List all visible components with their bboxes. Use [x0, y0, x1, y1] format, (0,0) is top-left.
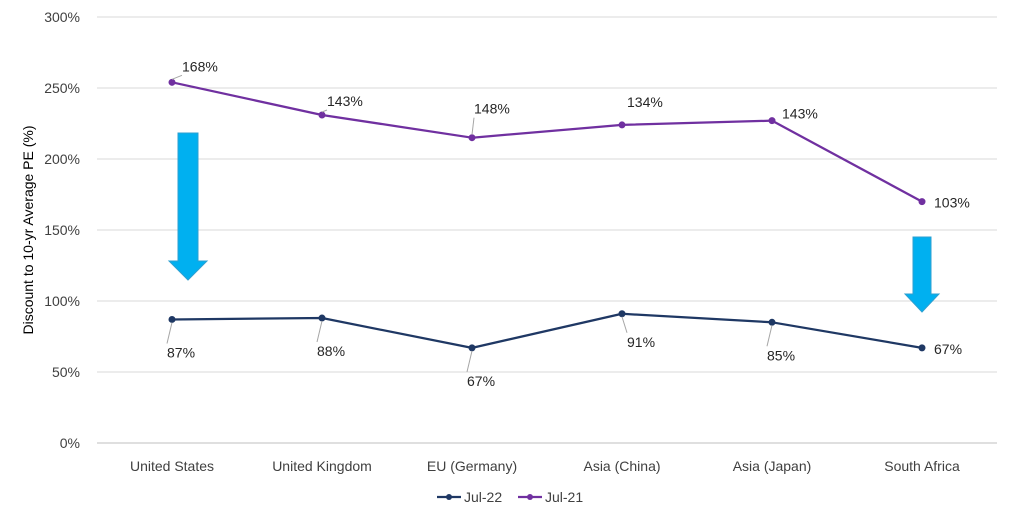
- legend-label: Jul-21: [545, 489, 583, 505]
- annotation-arrows: [167, 132, 941, 313]
- down-arrow-united-states: [167, 132, 209, 281]
- legend-marker: [446, 494, 452, 500]
- x-tick-label: United States: [130, 458, 214, 474]
- y-tick-label: 200%: [44, 151, 80, 167]
- series-line: [171, 312, 923, 349]
- data-point: [168, 78, 176, 86]
- data-point: [618, 121, 626, 129]
- data-label: 87%: [167, 344, 195, 360]
- series-group: 87% 88% 67% 91% 85% 67% 168% 143% 148% 134% 143% 10…: [166, 58, 970, 389]
- data-label: 67%: [467, 373, 495, 389]
- data-point: [768, 117, 776, 125]
- series-line: [171, 81, 923, 203]
- x-tick-label: South Africa: [884, 458, 960, 474]
- data-label: 67%: [934, 341, 962, 357]
- y-tick-label: 100%: [44, 293, 80, 309]
- legend-item-Jul-22: Jul-22: [437, 489, 502, 505]
- legend-marker: [527, 494, 533, 500]
- data-point: [168, 315, 176, 323]
- data-point: [468, 344, 476, 352]
- x-tick-label: Asia (Japan): [733, 458, 812, 474]
- data-point: [318, 111, 326, 119]
- data-label: 85%: [767, 347, 795, 363]
- data-point: [918, 198, 926, 206]
- legend-item-Jul-21: Jul-21: [518, 489, 583, 505]
- x-tick-label: EU (Germany): [427, 458, 517, 474]
- x-tick-label: Asia (China): [583, 458, 660, 474]
- series-Jul-21: 168% 143% 148% 134% 143% 103%: [168, 58, 970, 211]
- y-tick-label: 250%: [44, 80, 80, 96]
- series-Jul-22: 87% 88% 67% 91% 85% 67%: [166, 310, 962, 389]
- gridlines: [97, 16, 997, 444]
- y-tick-label: 50%: [52, 364, 80, 380]
- y-tick-label: 0%: [60, 435, 80, 451]
- y-tick-label: 150%: [44, 222, 80, 238]
- y-axis-ticks: 0% 50% 100% 150% 200% 250% 300%: [44, 9, 80, 451]
- label-leader: [321, 109, 328, 113]
- data-label: 103%: [934, 195, 970, 211]
- legend-label: Jul-22: [464, 489, 502, 505]
- label-leader: [316, 320, 323, 343]
- label-leader: [471, 117, 475, 135]
- y-tick-label: 300%: [44, 9, 80, 25]
- data-label: 168%: [182, 58, 218, 74]
- data-label: 148%: [474, 101, 510, 117]
- data-point: [468, 134, 476, 142]
- data-label: 91%: [627, 334, 655, 350]
- label-leader: [621, 316, 628, 333]
- label-leader: [766, 325, 773, 347]
- x-axis-ticks: United States United Kingdom EU (Germany) A…: [130, 458, 960, 474]
- data-point: [918, 344, 926, 352]
- x-tick-label: United Kingdom: [272, 458, 372, 474]
- data-point: [318, 314, 326, 322]
- label-leader: [171, 74, 183, 80]
- data-point: [618, 310, 626, 318]
- down-arrow-south-africa: [903, 236, 941, 313]
- data-label: 88%: [317, 343, 345, 359]
- data-label: 134%: [627, 94, 663, 110]
- data-label: 143%: [327, 93, 363, 109]
- legend: Jul-22 Jul-21: [437, 489, 583, 505]
- data-point: [768, 318, 776, 326]
- label-leader: [166, 322, 173, 344]
- label-leader: [466, 350, 473, 372]
- y-axis-title: Discount to 10-yr Average PE (%): [20, 125, 36, 334]
- data-label: 143%: [782, 106, 818, 122]
